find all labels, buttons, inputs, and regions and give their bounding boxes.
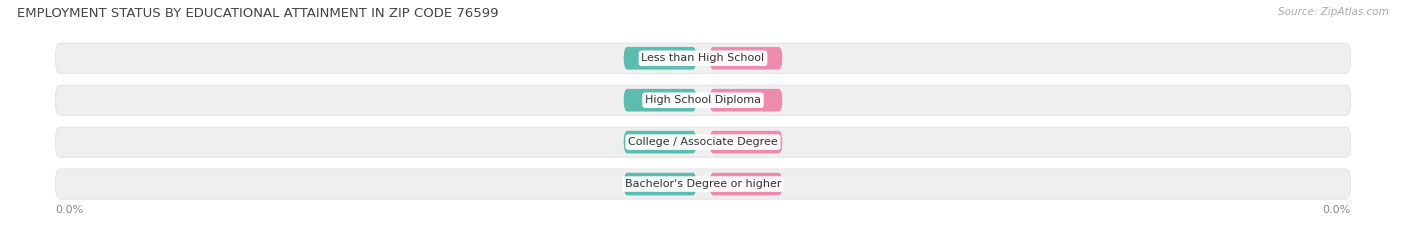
Text: 0.0%: 0.0% bbox=[731, 179, 761, 189]
Text: 0.0%: 0.0% bbox=[1323, 205, 1351, 215]
Text: Bachelor's Degree or higher: Bachelor's Degree or higher bbox=[624, 179, 782, 189]
Text: College / Associate Degree: College / Associate Degree bbox=[628, 137, 778, 147]
FancyBboxPatch shape bbox=[55, 43, 1351, 73]
FancyBboxPatch shape bbox=[624, 47, 696, 70]
FancyBboxPatch shape bbox=[624, 131, 696, 154]
Text: 0.0%: 0.0% bbox=[645, 95, 675, 105]
Text: 0.0%: 0.0% bbox=[731, 137, 761, 147]
Text: 0.0%: 0.0% bbox=[645, 137, 675, 147]
FancyBboxPatch shape bbox=[55, 85, 1351, 115]
FancyBboxPatch shape bbox=[55, 169, 1351, 199]
FancyBboxPatch shape bbox=[624, 89, 696, 112]
Text: EMPLOYMENT STATUS BY EDUCATIONAL ATTAINMENT IN ZIP CODE 76599: EMPLOYMENT STATUS BY EDUCATIONAL ATTAINM… bbox=[17, 7, 498, 20]
FancyBboxPatch shape bbox=[710, 173, 782, 195]
FancyBboxPatch shape bbox=[710, 131, 782, 154]
Text: 0.0%: 0.0% bbox=[55, 205, 83, 215]
Text: 0.0%: 0.0% bbox=[645, 53, 675, 63]
Text: 0.0%: 0.0% bbox=[645, 179, 675, 189]
Text: 0.0%: 0.0% bbox=[731, 53, 761, 63]
Text: Source: ZipAtlas.com: Source: ZipAtlas.com bbox=[1278, 7, 1389, 17]
FancyBboxPatch shape bbox=[624, 173, 696, 195]
FancyBboxPatch shape bbox=[710, 89, 782, 112]
Text: High School Diploma: High School Diploma bbox=[645, 95, 761, 105]
Text: 0.0%: 0.0% bbox=[731, 95, 761, 105]
FancyBboxPatch shape bbox=[710, 47, 782, 70]
FancyBboxPatch shape bbox=[55, 127, 1351, 157]
Text: Less than High School: Less than High School bbox=[641, 53, 765, 63]
